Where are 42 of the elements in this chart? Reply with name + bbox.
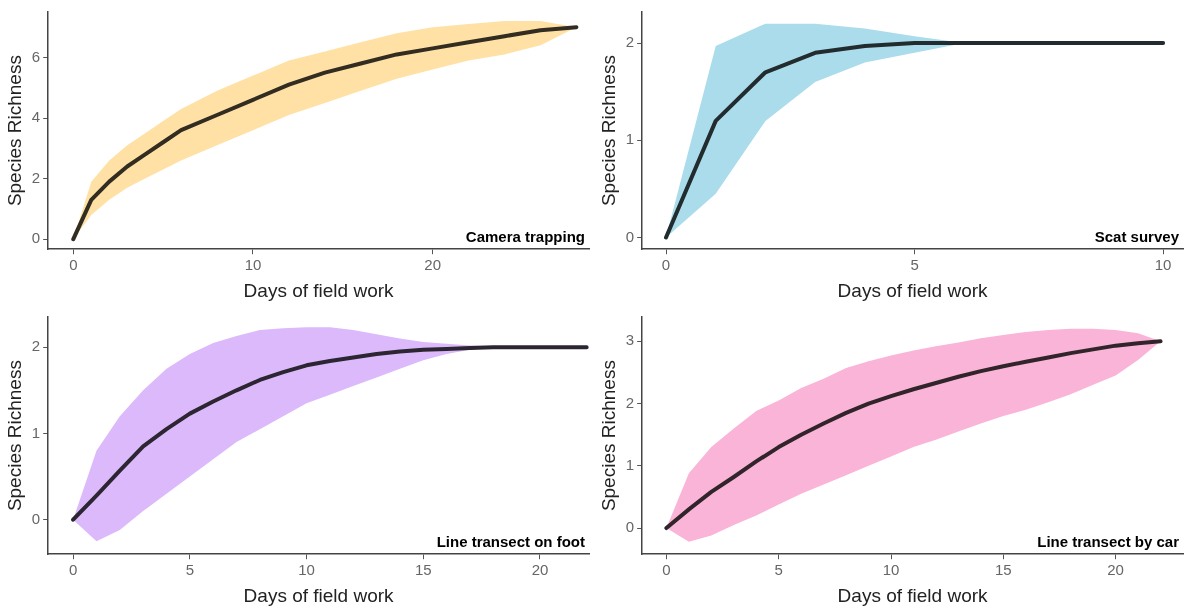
x-tick-label: 0 bbox=[69, 256, 78, 274]
x-tick-label: 10 bbox=[244, 256, 262, 274]
x-tick-label: 10 bbox=[1154, 256, 1172, 274]
y-tick-label: 0 bbox=[31, 509, 41, 527]
x-tick-label: 20 bbox=[424, 256, 442, 274]
y-tick-label: 0 bbox=[31, 229, 41, 247]
y-axis-title: Species Richness bbox=[597, 360, 619, 512]
annotation: Scat survey bbox=[1094, 227, 1180, 245]
annotation: Line transect by car bbox=[1037, 532, 1180, 550]
x-tick-label: 0 bbox=[662, 561, 671, 579]
y-axis-title: Species Richness bbox=[597, 55, 619, 207]
y-tick-label: 6 bbox=[31, 47, 41, 65]
x-axis-title: Days of field work bbox=[243, 584, 395, 606]
y-tick-label: 0 bbox=[625, 227, 635, 245]
y-axis-title: Species Richness bbox=[3, 55, 25, 207]
y-tick-label: 2 bbox=[31, 168, 41, 186]
x-axis-title: Days of field work bbox=[243, 279, 395, 301]
x-axis-title: Days of field work bbox=[837, 279, 989, 301]
x-tick-label: 20 bbox=[531, 561, 549, 579]
annotation: Camera trapping bbox=[465, 227, 585, 245]
x-tick-label: 10 bbox=[298, 561, 315, 579]
y-tick-label: 2 bbox=[625, 33, 635, 51]
x-tick-label: 20 bbox=[1107, 561, 1124, 579]
y-tick-label: 2 bbox=[31, 337, 41, 355]
y-tick-label: 2 bbox=[625, 393, 635, 411]
x-tick-label: 5 bbox=[910, 256, 919, 274]
x-tick-label: 0 bbox=[68, 561, 78, 579]
x-tick-label: 15 bbox=[414, 561, 432, 579]
y-tick-label: 1 bbox=[625, 455, 635, 473]
y-tick-label: 3 bbox=[625, 331, 635, 349]
x-tick-label: 5 bbox=[185, 561, 195, 579]
y-tick-label: 4 bbox=[31, 108, 41, 126]
x-tick-label: 0 bbox=[661, 256, 671, 274]
y-tick-label: 1 bbox=[31, 423, 41, 441]
x-tick-label: 5 bbox=[774, 561, 783, 579]
y-axis-title: Species Richness bbox=[3, 360, 25, 512]
x-axis-title: Days of field work bbox=[837, 584, 989, 606]
y-tick-label: 1 bbox=[625, 130, 635, 148]
y-tick-label: 0 bbox=[625, 518, 635, 536]
x-tick-label: 15 bbox=[994, 561, 1012, 579]
annotation: Line transect on foot bbox=[436, 532, 585, 550]
x-tick-label: 10 bbox=[882, 561, 900, 579]
